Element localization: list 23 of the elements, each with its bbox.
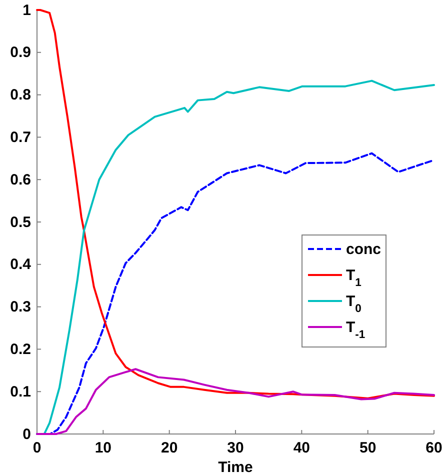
y-tick-label: 0.1 [10, 383, 31, 400]
x-axis-title: Time [218, 459, 253, 476]
y-tick-label: 0.9 [10, 44, 31, 62]
y-tick-label: 0.7 [10, 129, 31, 146]
legend-label: T$_{-1}$ [346, 319, 366, 341]
y-tick-label: 0.2 [10, 341, 31, 358]
x-tick-label: 50 [359, 440, 376, 457]
y-tick-label: 1 [22, 2, 31, 19]
y-tick-label: 0.6 [10, 171, 31, 188]
y-tick-label: 0 [22, 426, 31, 443]
line-series [36, 9, 435, 400]
y-tick-label: 0.4 [10, 256, 32, 274]
x-tick-label: 30 [227, 440, 244, 457]
legend-label: conc [346, 241, 382, 258]
y-tick-label: 0.8 [10, 86, 31, 104]
x-tick-label: 20 [160, 440, 178, 457]
y-tick-label: 0.5 [10, 214, 31, 231]
x-tick-label: 10 [94, 440, 112, 457]
x-tick-label: 40 [293, 440, 310, 457]
legend-label: T$_{1}$ [346, 267, 362, 289]
y-tick-label: 0.3 [10, 298, 31, 316]
x-tick-label: 60 [426, 440, 442, 457]
legend-label: T$_{0}$ [346, 293, 362, 315]
